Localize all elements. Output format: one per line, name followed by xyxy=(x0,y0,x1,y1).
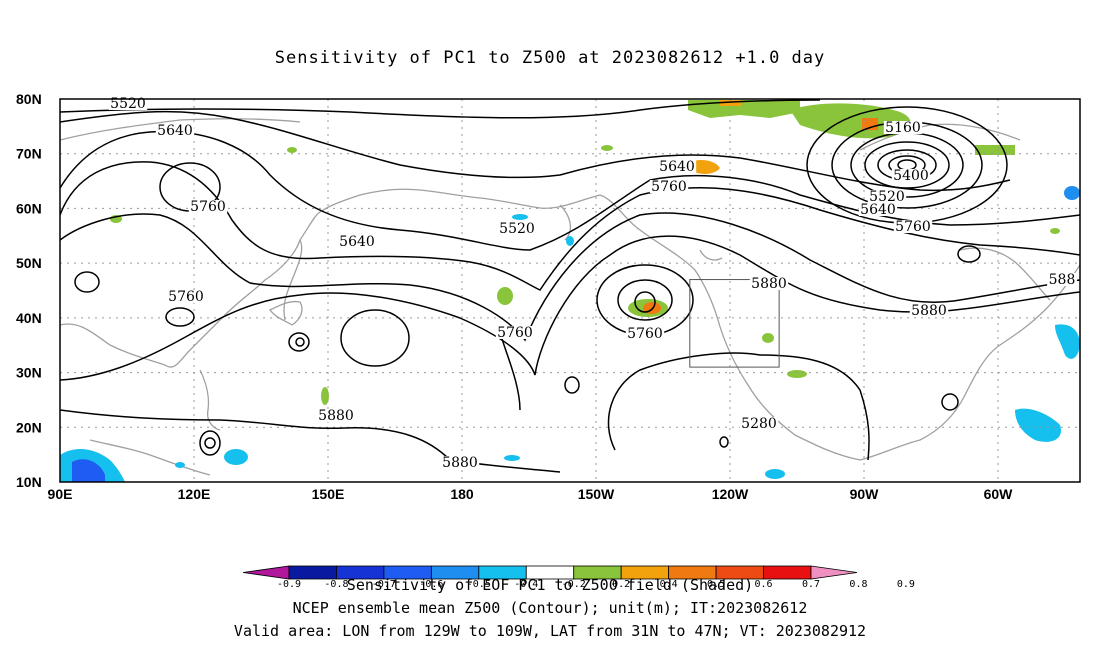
contour-label-bg xyxy=(867,190,907,203)
contour-label: 5400 xyxy=(893,168,929,184)
contour-label-bg xyxy=(166,290,206,303)
contour-label: 5640 xyxy=(860,202,896,218)
contour-label: 5880 xyxy=(751,276,787,292)
contour-label: 5760 xyxy=(627,326,663,342)
contour-label: 5760 xyxy=(190,199,226,215)
contour-label-bg xyxy=(497,222,537,235)
lon-label: 90E xyxy=(48,486,73,502)
contour-label: 5880 xyxy=(911,303,947,319)
contour-label-bg xyxy=(657,160,697,173)
footer-line-valid: Valid area: LON from 129W to 109W, LAT f… xyxy=(233,622,867,640)
colorbar-label: -0.6 xyxy=(419,579,443,590)
color-bar: -0.9 -0.8 -0.7 -0.6 -0.5 -0.4 -0.2 0.2 0.4 0.5 0.6… xyxy=(242,565,915,590)
contour-label: 5880 xyxy=(318,408,354,424)
colorbar-label: -0.8 xyxy=(324,579,348,590)
lon-label: 120E xyxy=(178,486,211,502)
lat-label: 60N xyxy=(16,200,42,216)
colorbar-label: 0.2 xyxy=(612,579,630,590)
contour-label-bg xyxy=(625,327,665,340)
colorbar-label: 0.7 xyxy=(802,579,820,590)
lon-label: 120W xyxy=(712,486,749,502)
colorbar-label: -0.2 xyxy=(562,579,586,590)
lat-label: 30N xyxy=(16,365,42,381)
map-title: Sensitivity of PC1 to Z500 at 2023082612… xyxy=(274,48,826,68)
contour-label: 5280 xyxy=(741,416,777,432)
contour-label-bg xyxy=(909,304,949,317)
lat-label: 80N xyxy=(16,91,42,107)
colorbar-label: 0.6 xyxy=(755,579,773,590)
contour-label-bg xyxy=(108,97,148,110)
contour-label-bg xyxy=(649,180,689,193)
lat-label: 20N xyxy=(16,419,42,435)
contour-label: 5160 xyxy=(885,120,921,136)
contour-label-bg xyxy=(1047,273,1077,286)
contour-label-bg xyxy=(337,235,377,248)
contour-label-bg xyxy=(155,124,195,137)
contour-label: 5520 xyxy=(869,189,905,205)
colorbar-label: -0.5 xyxy=(467,579,491,590)
lon-label: 150E xyxy=(312,486,345,502)
contour-label: 5880 xyxy=(442,455,478,471)
colorbar-caption: Sensitivity of EOF PC1 to Z500 field (Sh… xyxy=(346,576,754,594)
footer-line-contour: NCEP ensemble mean Z500 (Contour); unit(… xyxy=(292,599,808,617)
contour-label-bg xyxy=(316,409,356,422)
contour-label-bg xyxy=(495,326,535,339)
contour-label: 5640 xyxy=(339,234,375,250)
lon-label: 180 xyxy=(450,486,474,502)
colorbar-label: -0.4 xyxy=(514,579,538,590)
z500-contours xyxy=(60,99,1080,473)
contour-label-bg xyxy=(891,169,931,182)
contour-label: 588 xyxy=(1049,272,1076,288)
colorbar-label: 0.9 xyxy=(897,579,915,590)
contour-label: 5760 xyxy=(168,289,204,305)
colorbar-label: -0.9 xyxy=(277,579,301,590)
colorbar-label: 0.8 xyxy=(849,579,867,590)
contour-label: 5640 xyxy=(659,159,695,175)
colorbar-high-arrow xyxy=(810,565,858,580)
map-frame xyxy=(59,98,1081,483)
colorbar-label: 0.5 xyxy=(707,579,725,590)
lon-label: 60W xyxy=(984,486,1014,502)
contour-label-bg xyxy=(749,277,789,290)
valid-area-box xyxy=(689,279,780,368)
contour-label-bg xyxy=(440,456,480,469)
contour-label: 5760 xyxy=(651,179,687,195)
contour-label-bg xyxy=(883,121,923,134)
contour-label: 5760 xyxy=(497,325,533,341)
contour-label: 5760 xyxy=(895,219,931,235)
contour-label: 5520 xyxy=(110,96,146,112)
contour-label-bg xyxy=(739,417,779,430)
contour-label-bg xyxy=(893,220,933,233)
latitude-labels: 80N 70N 60N 50N 40N 30N 20N 10N xyxy=(16,91,42,490)
lat-label: 50N xyxy=(16,255,42,271)
contour-label: 5520 xyxy=(499,221,535,237)
lat-label: 40N xyxy=(16,310,42,326)
contour-label-bg xyxy=(188,200,228,213)
lon-label: 90W xyxy=(850,486,880,502)
lat-label: 10N xyxy=(16,474,42,490)
sensitivity-shading xyxy=(60,100,1080,482)
lat-label: 70N xyxy=(16,146,42,162)
contour-label: 5640 xyxy=(157,123,193,139)
contour-label-bg xyxy=(858,203,898,216)
longitude-labels: 90E 120E 150E 180 150W 120W 90W 60W xyxy=(48,486,1014,502)
lon-label: 150W xyxy=(578,486,615,502)
colorbar-label: 0.4 xyxy=(660,579,678,590)
lat-lon-grid xyxy=(60,99,1080,482)
colorbar-label: -0.7 xyxy=(372,579,396,590)
